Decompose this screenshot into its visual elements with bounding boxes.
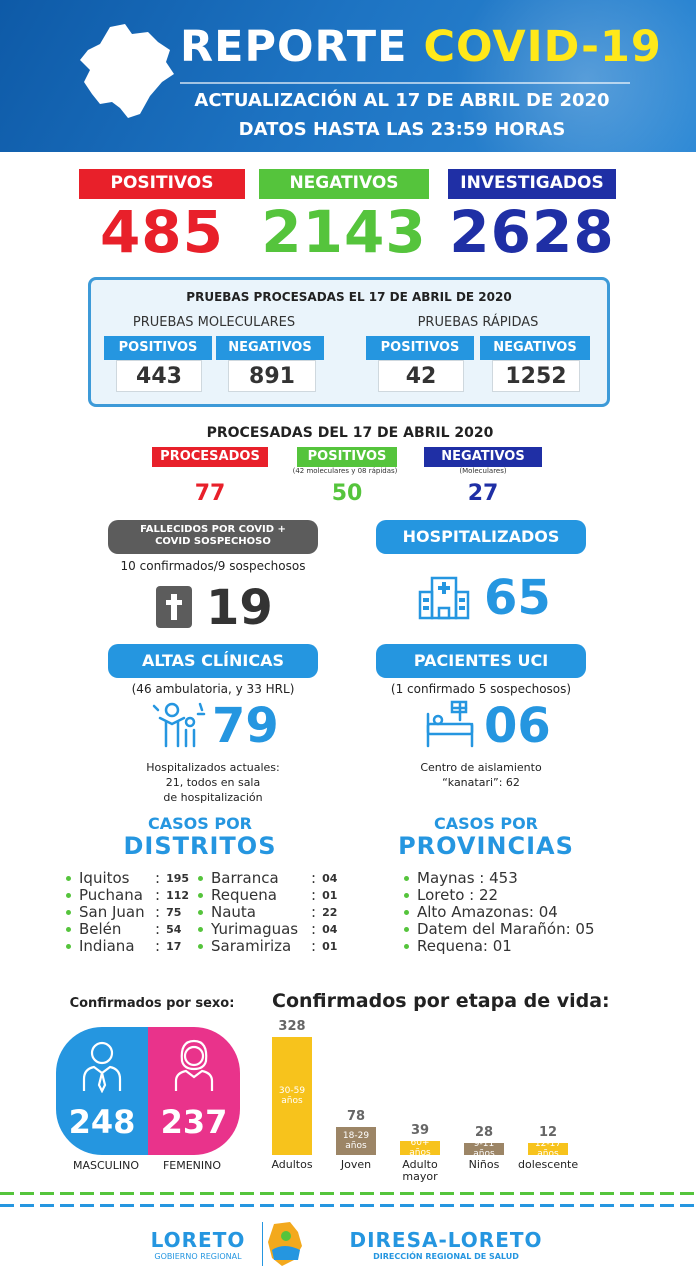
moleculares-label: PRUEBAS MOLECULARES <box>132 315 296 330</box>
mol-neg-tab: NEGATIVOS <box>216 336 324 360</box>
mol-neg-value: 891 <box>228 360 316 392</box>
uci-value: 06 <box>484 698 551 754</box>
positivos-label: POSITIVOS <box>79 169 245 199</box>
male-icon <box>82 1041 122 1093</box>
footer-dash-green <box>0 1192 696 1195</box>
masculino-value: 248 <box>68 1103 136 1141</box>
icu-bed-icon <box>426 700 474 748</box>
uci-pill: PACIENTES UCI <box>376 644 586 678</box>
bar-category-label: Adulto mayor <box>402 1158 438 1183</box>
uci-note: (1 confirmado 5 sospechosos) <box>390 682 572 696</box>
distritos-list-2: Barranca:04 Requena:01 Nauta:22 Yurimagu… <box>198 870 348 955</box>
footer-dash-blue <box>0 1204 696 1207</box>
bar-1: 30-59 años <box>272 1037 312 1155</box>
rap-neg-tab: NEGATIVOS <box>480 336 590 360</box>
diresa-logo: DIRESA-LORETO DIRECCIÓN REGIONAL DE SALU… <box>349 1228 543 1261</box>
rap-pos-value: 42 <box>378 360 464 392</box>
hospital-icon <box>418 576 470 620</box>
loreto-logo: LORETO GOBIERNO REGIONAL <box>150 1228 246 1261</box>
loreto-map-icon <box>80 24 174 118</box>
bar-value-label: 78 <box>346 1109 366 1124</box>
femenino-label: FEMENINO <box>162 1159 222 1172</box>
provincias-list: Maynas : 453 Loreto : 22 Alto Amazonas: … <box>404 870 644 955</box>
footer-divider <box>262 1222 263 1266</box>
distritos-list-1: Iquitos:195 Puchana:112 San Juan:75 Belé… <box>66 870 196 955</box>
proc-positivos-tab: POSITIVOS <box>297 447 397 467</box>
procesados-tab: PROCESADOS <box>152 447 268 467</box>
procesadas-title: PROCESADAS DEL 17 DE ABRIL 2020 <box>206 425 494 441</box>
masculino-block: 248 <box>56 1027 148 1155</box>
rapidas-label: PRUEBAS RÁPIDAS <box>417 315 539 330</box>
provincias-small-title: CASOS POR <box>434 814 538 833</box>
bar-value-label: 28 <box>474 1125 494 1140</box>
altas-value: 79 <box>212 698 279 754</box>
bar-value-label: 39 <box>410 1123 430 1138</box>
rap-neg-value: 1252 <box>492 360 580 392</box>
fallecidos-value: 19 <box>206 580 273 636</box>
positivos-value: 485 <box>99 198 225 266</box>
bar-category-label: Adultos <box>271 1158 313 1171</box>
altas-pill: ALTAS CLÍNICAS <box>108 644 318 678</box>
proc-negativos-tab: NEGATIVOS <box>424 447 542 467</box>
investigados-value: 2628 <box>449 198 615 266</box>
regional-emblem-icon <box>268 1222 302 1266</box>
distritos-title: DISTRITOS <box>123 832 277 860</box>
proc-negativos-value: 27 <box>467 481 499 506</box>
altas-note: (46 ambulatoria, y 33 HRL) <box>131 682 295 696</box>
femenino-value: 237 <box>160 1103 228 1141</box>
provincias-title: PROVINCIAS <box>398 832 574 860</box>
bar-inner-label: 60+ años <box>409 1138 431 1158</box>
bar-category-label: dolescente <box>518 1158 579 1171</box>
bar-inner-label: 18-29 años <box>342 1131 370 1151</box>
mol-pos-value: 443 <box>116 360 202 392</box>
proc-positivos-note: (42 moleculares y 08 rápidas) <box>292 467 398 475</box>
bar-2: 18-29 años <box>336 1127 376 1155</box>
bar-value-label: 328 <box>278 1019 306 1034</box>
hospitalizados-pill: HOSPITALIZADOS <box>376 520 586 554</box>
femenino-block: 237 <box>148 1027 240 1155</box>
chart-title: Confirmados por etapa de vida: <box>272 990 610 1012</box>
female-icon <box>174 1039 214 1091</box>
bar-inner-label: 9-11 años <box>473 1139 495 1159</box>
bar-category-label: Niños <box>468 1158 500 1171</box>
bar-4: 9-11 años <box>464 1139 504 1159</box>
proc-positivos-value: 50 <box>331 481 363 506</box>
hospitalizados-value: 65 <box>484 570 551 626</box>
sexo-title: Confirmados por sexo: <box>69 996 235 1011</box>
bar-value-label: 12 <box>538 1125 558 1140</box>
masculino-label: MASCULINO <box>73 1159 139 1172</box>
distritos-small-title: CASOS POR <box>148 814 252 833</box>
data-cutoff: DATOS HASTA LAS 23:59 HORAS <box>238 119 566 140</box>
bar-inner-label: 12-17 años <box>534 1139 562 1159</box>
update-date: ACTUALIZACIÓN AL 17 DE ABRIL DE 2020 <box>194 90 610 111</box>
cross-icon <box>156 586 192 628</box>
bar-category-label: Joven <box>340 1158 372 1171</box>
altas-footnote: Hospitalizados actuales: 21, todos en sa… <box>146 761 280 804</box>
fallecidos-pill: FALLECIDOS POR COVID + COVID SOSPECHOSO <box>108 520 318 554</box>
mol-pos-tab: POSITIVOS <box>104 336 212 360</box>
negativos-value: 2143 <box>261 198 427 266</box>
bar-5: 12-17 años <box>528 1139 568 1159</box>
uci-footnote: Centro de aislamiento “kanatari”: 62 <box>420 761 542 789</box>
proc-negativos-note: (Moleculares) <box>459 467 507 475</box>
bar-inner-label: 30-59 años <box>278 1086 306 1106</box>
patient-discharge-icon <box>152 702 206 748</box>
bar-3: 60+ años <box>400 1138 440 1158</box>
sexo-panel: 248 237 <box>56 1027 240 1155</box>
investigados-label: INVESTIGADOS <box>448 169 616 199</box>
negativos-label: NEGATIVOS <box>259 169 429 199</box>
pruebas-title: PRUEBAS PROCESADAS EL 17 DE ABRIL DE 202… <box>186 290 512 304</box>
fallecidos-note: 10 confirmados/9 sospechosos <box>120 559 306 573</box>
rap-pos-tab: POSITIVOS <box>366 336 474 360</box>
procesados-value: 77 <box>194 481 226 506</box>
etapa-bar-chart: 30-59 años 328 Adultos 18-29 años 78 Joven 60+… <box>260 1010 680 1190</box>
report-title: REPORTE COVID-19 <box>180 22 662 72</box>
title-divider <box>180 82 630 84</box>
